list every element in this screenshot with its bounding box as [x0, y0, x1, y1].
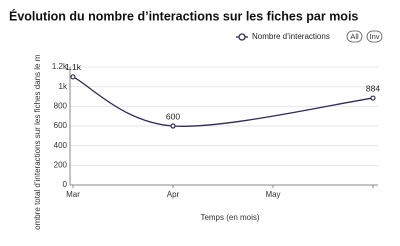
y-tick-label: 0 — [63, 180, 68, 189]
y-tick-label: 1.2k — [52, 62, 68, 71]
value-label: 884 — [366, 83, 380, 93]
point — [370, 95, 376, 101]
point — [70, 74, 76, 80]
y-tick-label: 800 — [54, 101, 68, 110]
button-label[interactable]: Inv — [369, 32, 379, 41]
legend-marker — [238, 33, 246, 41]
chart-title: Évolution du nombre d’interactions sur l… — [9, 8, 358, 23]
point — [170, 123, 176, 129]
y-tick-label: 600 — [54, 121, 68, 130]
line — [72, 76, 374, 127]
y-tick-label: 400 — [54, 141, 68, 150]
button[interactable] — [366, 30, 383, 43]
y-tick-label: 1k — [59, 82, 68, 91]
value-label: 600 — [166, 111, 180, 121]
y-axis-title: Nombre total d’interactions sur les fich… — [33, 44, 42, 235]
x-tick-label: Apr — [167, 190, 180, 199]
value-label: 1.1k — [65, 62, 82, 72]
button-label[interactable]: All — [350, 32, 359, 41]
button[interactable] — [346, 30, 363, 43]
x-axis-title: Temps (en mois) — [200, 213, 259, 222]
y-tick-label: 200 — [54, 160, 68, 169]
legend-label: Nombre d’interactions — [252, 32, 330, 41]
x-tick-label: May — [265, 190, 280, 199]
x-tick-label: Mar — [66, 190, 80, 199]
